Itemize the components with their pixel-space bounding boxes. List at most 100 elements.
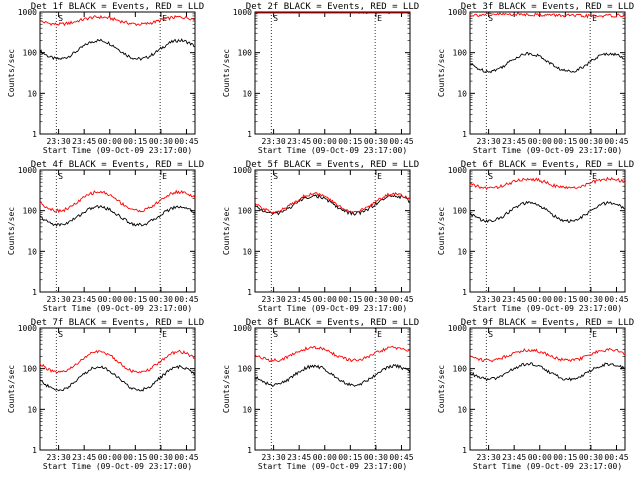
x-tick-label: 00:00 — [98, 137, 122, 146]
chart-title: Det 3f BLACK = Events, RED = LLD — [461, 2, 634, 12]
y-tick-label: 1000 — [448, 8, 467, 17]
chart-panel: Det 1f BLACK = Events, RED = LLD 1 10 100 10… — [7, 2, 204, 155]
x-axis-label: Start Time (09-Oct-09 23:17:00) — [258, 146, 407, 155]
x-tick-label: 00:30 — [149, 295, 173, 304]
y-tick-label: 10 — [27, 405, 37, 414]
y-tick-label: 100 — [453, 207, 468, 216]
x-tick-label: 23:30 — [47, 295, 71, 304]
x-tick-label: 23:45 — [502, 137, 526, 146]
x-tick-label: 00:00 — [528, 137, 552, 146]
plot-frame — [469, 327, 626, 451]
y-axis-label: Counts/sec — [7, 365, 16, 413]
y-tick-label: 1 — [247, 288, 252, 297]
x-tick-label: 00:00 — [313, 137, 337, 146]
series-line — [254, 191, 411, 214]
marker-label: E — [162, 172, 167, 181]
x-tick-label: 23:30 — [477, 453, 501, 462]
chart-panel: Det 9f BLACK = Events, RED = LLD 1 10 100 10… — [437, 318, 634, 471]
x-axis-label: Start Time (09-Oct-09 23:17:00) — [43, 146, 192, 155]
marker-label: S — [273, 172, 278, 181]
series-line — [39, 364, 196, 392]
x-tick-label: 00:45 — [389, 453, 413, 462]
y-tick-label: 1 — [462, 130, 467, 139]
x-tick-label: 23:45 — [502, 295, 526, 304]
y-tick-label: 10 — [457, 405, 467, 414]
x-tick-label: 23:30 — [477, 295, 501, 304]
y-tick-label: 100 — [238, 207, 253, 216]
y-tick-label: 10 — [27, 247, 37, 256]
plot-frame — [39, 327, 196, 451]
x-axis-label: Start Time (09-Oct-09 23:17:00) — [473, 304, 622, 313]
y-tick-label: 1000 — [448, 324, 467, 333]
chart-panel: Det 6f BLACK = Events, RED = LLD 1 10 100 10… — [437, 160, 634, 313]
chart-title: Det 9f BLACK = Events, RED = LLD — [461, 318, 634, 328]
chart-panel: Det 8f BLACK = Events, RED = LLD 1 10 100 10… — [222, 318, 419, 471]
y-tick-label: 1000 — [233, 166, 252, 175]
x-tick-label: 00:30 — [364, 453, 388, 462]
plot-frame — [39, 11, 196, 135]
y-axis-label: Counts/sec — [7, 49, 16, 97]
y-axis-label: Counts/sec — [222, 365, 231, 413]
y-axis-label: Counts/sec — [437, 49, 446, 97]
x-tick-label: 23:30 — [47, 137, 71, 146]
x-tick-label: 00:30 — [364, 137, 388, 146]
series-line — [469, 176, 626, 191]
series-line — [39, 14, 196, 27]
y-tick-label: 10 — [27, 89, 37, 98]
y-tick-label: 1 — [32, 130, 37, 139]
x-tick-label: 00:00 — [98, 453, 122, 462]
x-tick-label: 00:15 — [553, 295, 577, 304]
x-tick-label: 23:30 — [262, 295, 286, 304]
chart-title: Det 1f BLACK = Events, RED = LLD — [31, 2, 204, 12]
chart-title: Det 2f BLACK = Events, RED = LLD — [246, 2, 419, 12]
series-line — [39, 189, 196, 214]
y-tick-label: 1000 — [18, 166, 37, 175]
y-tick-label: 10 — [242, 89, 252, 98]
plot-frame — [469, 11, 626, 135]
marker-label: S — [488, 172, 493, 181]
y-tick-label: 100 — [453, 49, 468, 58]
x-tick-label: 00:45 — [174, 295, 198, 304]
marker-label: E — [592, 172, 597, 181]
chart-panel: Det 7f BLACK = Events, RED = LLD 1 10 100 10… — [7, 318, 204, 471]
marker-label: S — [488, 330, 493, 339]
marker-label: E — [377, 172, 382, 181]
x-tick-label: 00:45 — [389, 295, 413, 304]
x-axis-label: Start Time (09-Oct-09 23:17:00) — [473, 146, 622, 155]
y-tick-label: 100 — [238, 365, 253, 374]
y-tick-label: 1 — [247, 130, 252, 139]
marker-label: S — [488, 14, 493, 23]
x-tick-label: 00:45 — [604, 453, 628, 462]
marker-label: E — [162, 330, 167, 339]
marker-label: E — [377, 14, 382, 23]
plot-frame — [254, 327, 411, 451]
series-line — [254, 363, 411, 388]
x-tick-label: 00:15 — [553, 137, 577, 146]
x-tick-label: 00:45 — [174, 137, 198, 146]
chart-title: Det 7f BLACK = Events, RED = LLD — [31, 318, 204, 328]
chart-title: Det 5f BLACK = Events, RED = LLD — [246, 160, 419, 170]
y-tick-label: 1000 — [448, 166, 467, 175]
x-axis-label: Start Time (09-Oct-09 23:17:00) — [43, 304, 192, 313]
chart-panel: Det 4f BLACK = Events, RED = LLD 1 10 100 10… — [7, 160, 204, 313]
chart-panel: Det 2f BLACK = Events, RED = LLD 1 10 100 10… — [222, 2, 419, 155]
x-tick-label: 00:45 — [604, 295, 628, 304]
y-tick-label: 100 — [23, 365, 38, 374]
x-axis-label: Start Time (09-Oct-09 23:17:00) — [473, 462, 622, 471]
series-line — [254, 194, 411, 216]
x-tick-label: 00:00 — [98, 295, 122, 304]
x-tick-label: 00:45 — [174, 453, 198, 462]
y-axis-label: Counts/sec — [437, 365, 446, 413]
x-tick-label: 23:45 — [72, 137, 96, 146]
x-tick-label: 23:30 — [262, 137, 286, 146]
chart-title: Det 8f BLACK = Events, RED = LLD — [246, 318, 419, 328]
x-tick-label: 00:15 — [553, 453, 577, 462]
series-line — [469, 51, 626, 74]
x-axis-label: Start Time (09-Oct-09 23:17:00) — [258, 304, 407, 313]
chart-panel: Det 3f BLACK = Events, RED = LLD 1 10 100 10… — [437, 2, 634, 155]
x-tick-label: 23:45 — [502, 453, 526, 462]
y-axis-label: Counts/sec — [7, 207, 16, 255]
x-tick-label: 00:00 — [528, 453, 552, 462]
series-line — [469, 347, 626, 363]
x-tick-label: 00:15 — [123, 137, 147, 146]
